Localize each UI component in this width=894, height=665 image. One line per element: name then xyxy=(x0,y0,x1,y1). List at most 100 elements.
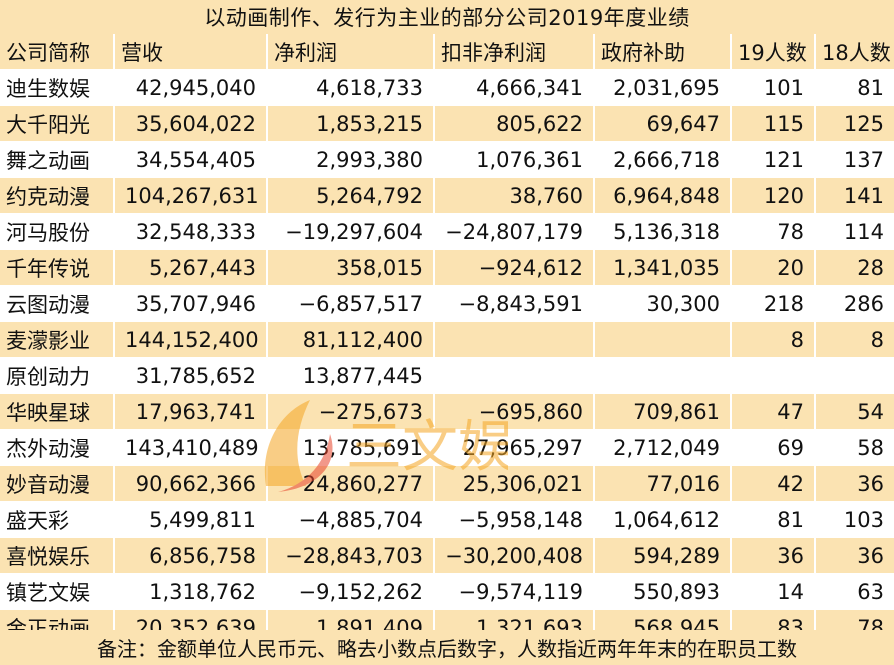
cell-gov-subsidy: 2,666,718 xyxy=(594,141,732,178)
cell-revenue: 17,963,741 xyxy=(114,393,268,430)
cell-staff-2019: 81 xyxy=(731,501,816,538)
table-row: 杰外动漫 143,410,489 13,785,691 27,965,297 2,712… xyxy=(0,429,894,466)
cell-net-profit-excl-nonrecurring xyxy=(434,321,595,358)
cell-net-profit-excl-nonrecurring: 1,076,361 xyxy=(434,141,595,178)
cell-staff-2019: 42 xyxy=(731,465,816,502)
cell-company-name: 千年传说 xyxy=(0,249,115,286)
cell-revenue: 144,152,400 xyxy=(114,321,268,358)
cell-net-profit-excl-nonrecurring: −8,843,591 xyxy=(434,285,595,322)
cell-staff-2018 xyxy=(815,357,894,394)
cell-net-profit: 4,618,733 xyxy=(267,69,435,106)
cell-company-name: 云图动漫 xyxy=(0,285,115,322)
cell-staff-2018: 137 xyxy=(815,141,894,178)
cell-gov-subsidy xyxy=(594,321,732,358)
cell-net-profit-excl-nonrecurring: −5,958,148 xyxy=(434,501,595,538)
table-row: 舞之动画 34,554,405 2,993,380 1,076,361 2,666,71… xyxy=(0,141,894,178)
cell-net-profit-excl-nonrecurring: 27,965,297 xyxy=(434,429,595,466)
cell-staff-2019: 218 xyxy=(731,285,816,322)
cell-staff-2018: 114 xyxy=(815,213,894,250)
cell-gov-subsidy: 709,861 xyxy=(594,393,732,430)
cell-staff-2019: 47 xyxy=(731,393,816,430)
cell-gov-subsidy: 69,647 xyxy=(594,105,732,142)
header-company-name: 公司简称 xyxy=(0,34,115,70)
cell-company-name: 迪生数娱 xyxy=(0,69,115,106)
table-row: 云图动漫 35,707,946 −6,857,517 −8,843,591 30,300… xyxy=(0,285,894,322)
table-row: 大千阳光 35,604,022 1,853,215 805,622 69,647 115 1… xyxy=(0,105,894,142)
cell-net-profit-excl-nonrecurring: 805,622 xyxy=(434,105,595,142)
cell-company-name: 镇艺文娱 xyxy=(0,573,115,610)
cell-revenue: 5,267,443 xyxy=(114,249,268,286)
cell-net-profit: −275,673 xyxy=(267,393,435,430)
cell-revenue: 90,662,366 xyxy=(114,465,268,502)
cell-staff-2019: 20 xyxy=(731,249,816,286)
cell-staff-2018: 141 xyxy=(815,177,894,214)
cell-company-name: 妙音动漫 xyxy=(0,465,115,502)
cell-revenue: 1,318,762 xyxy=(114,573,268,610)
footnote: 备注：金额单位人民币元、略去小数点后数字，人数指近两年年末的在职员工数 xyxy=(0,630,894,665)
cell-staff-2019: 36 xyxy=(731,537,816,574)
cell-net-profit: 13,785,691 xyxy=(267,429,435,466)
header-staff-2018: 18人数 xyxy=(815,34,894,70)
table-row: 喜悦娱乐 6,856,758 −28,843,703 −30,200,408 594,2… xyxy=(0,537,894,574)
cell-staff-2019 xyxy=(731,357,816,394)
table-row: 妙音动漫 90,662,366 24,860,277 25,306,021 77,016… xyxy=(0,465,894,502)
cell-staff-2019: 8 xyxy=(731,321,816,358)
table-row: 镇艺文娱 1,318,762 −9,152,262 −9,574,119 550,893… xyxy=(0,573,894,610)
cell-staff-2019: 14 xyxy=(731,573,816,610)
cell-staff-2018: 63 xyxy=(815,573,894,610)
header-gov-subsidy: 政府补助 xyxy=(594,34,732,70)
cell-company-name: 喜悦娱乐 xyxy=(0,537,115,574)
cell-net-profit: −19,297,604 xyxy=(267,213,435,250)
cell-gov-subsidy: 594,289 xyxy=(594,537,732,574)
cell-company-name: 盛天彩 xyxy=(0,501,115,538)
cell-net-profit-excl-nonrecurring: −924,612 xyxy=(434,249,595,286)
cell-revenue: 34,554,405 xyxy=(114,141,268,178)
cell-company-name: 杰外动漫 xyxy=(0,429,115,466)
cell-staff-2018: 36 xyxy=(815,465,894,502)
cell-net-profit-excl-nonrecurring: 25,306,021 xyxy=(434,465,595,502)
header-staff-2019: 19人数 xyxy=(731,34,816,70)
cell-gov-subsidy: 1,341,035 xyxy=(594,249,732,286)
cell-net-profit: −28,843,703 xyxy=(267,537,435,574)
cell-gov-subsidy: 1,064,612 xyxy=(594,501,732,538)
cell-net-profit: 81,112,400 xyxy=(267,321,435,358)
cell-net-profit-excl-nonrecurring: 4,666,341 xyxy=(434,69,595,106)
cell-net-profit: 13,877,445 xyxy=(267,357,435,394)
header-revenue: 营收 xyxy=(114,34,268,70)
cell-gov-subsidy: 5,136,318 xyxy=(594,213,732,250)
cell-net-profit-excl-nonrecurring xyxy=(434,357,595,394)
table-row: 约克动漫 104,267,631 5,264,792 38,760 6,964,848 1… xyxy=(0,177,894,214)
cell-staff-2018: 103 xyxy=(815,501,894,538)
cell-net-profit: 358,015 xyxy=(267,249,435,286)
cell-staff-2019: 69 xyxy=(731,429,816,466)
cell-staff-2018: 286 xyxy=(815,285,894,322)
table-title: 以动画制作、发行为主业的部分公司2019年度业绩 xyxy=(0,0,894,35)
cell-staff-2019: 101 xyxy=(731,69,816,106)
table-row: 华映星球 17,963,741 −275,673 −695,860 709,861 47 5… xyxy=(0,393,894,430)
cell-staff-2019: 120 xyxy=(731,177,816,214)
cell-revenue: 32,548,333 xyxy=(114,213,268,250)
cell-net-profit: 24,860,277 xyxy=(267,465,435,502)
header-net-profit: 净利润 xyxy=(267,34,435,70)
cell-net-profit-excl-nonrecurring: −30,200,408 xyxy=(434,537,595,574)
cell-staff-2018: 54 xyxy=(815,393,894,430)
cell-company-name: 麦濛影业 xyxy=(0,321,115,358)
cell-net-profit: 1,853,215 xyxy=(267,105,435,142)
table-row: 千年传说 5,267,443 358,015 −924,612 1,341,035 20 2… xyxy=(0,249,894,286)
table-row: 河马股份 32,548,333 −19,297,604 −24,807,179 5,13… xyxy=(0,213,894,250)
cell-staff-2018: 28 xyxy=(815,249,894,286)
cell-gov-subsidy: 6,964,848 xyxy=(594,177,732,214)
cell-gov-subsidy: 2,712,049 xyxy=(594,429,732,466)
cell-net-profit: 5,264,792 xyxy=(267,177,435,214)
table-row: 盛天彩 5,499,811 −4,885,704 −5,958,148 1,064,61… xyxy=(0,501,894,538)
table-row: 原创动力 31,785,652 13,877,445 xyxy=(0,357,894,394)
cell-net-profit-excl-nonrecurring: −9,574,119 xyxy=(434,573,595,610)
cell-net-profit: −6,857,517 xyxy=(267,285,435,322)
cell-company-name: 河马股份 xyxy=(0,213,115,250)
cell-company-name: 大千阳光 xyxy=(0,105,115,142)
cell-revenue: 6,856,758 xyxy=(114,537,268,574)
cell-company-name: 舞之动画 xyxy=(0,141,115,178)
cell-gov-subsidy: 550,893 xyxy=(594,573,732,610)
cell-company-name: 华映星球 xyxy=(0,393,115,430)
cell-revenue: 31,785,652 xyxy=(114,357,268,394)
